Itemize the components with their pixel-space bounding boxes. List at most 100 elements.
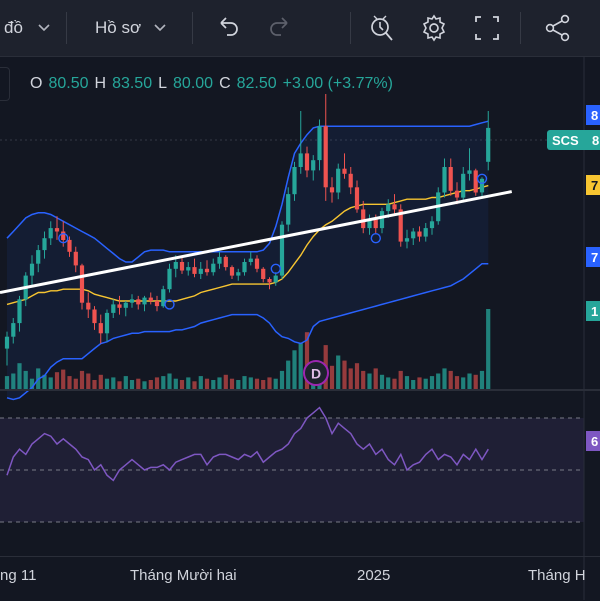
candle-body	[236, 272, 241, 276]
time-label-feb: Tháng H	[528, 567, 586, 584]
candle	[461, 167, 466, 203]
markers-layer	[58, 173, 488, 310]
volume-bar	[61, 369, 66, 389]
chart-type-dropdown[interactable]: đồ	[4, 8, 51, 48]
candle	[442, 158, 447, 198]
candle	[336, 163, 341, 200]
candle-body	[186, 267, 191, 271]
candle	[198, 262, 203, 279]
candle-body	[354, 187, 360, 210]
symbol-price-badge: 8	[588, 130, 600, 150]
profile-dropdown[interactable]: Hồ sơ	[95, 8, 167, 48]
event-marker[interactable]	[476, 173, 488, 185]
rsi-value: 6	[591, 433, 599, 449]
candle	[404, 229, 410, 249]
candle-body	[92, 309, 97, 324]
redo-icon[interactable]	[268, 8, 292, 48]
candle	[154, 295, 160, 312]
volume-bar	[423, 378, 428, 389]
volume-bar	[417, 377, 422, 389]
volume-bar	[186, 377, 191, 389]
volume-bar	[473, 374, 478, 389]
candle-body	[148, 297, 153, 301]
ma-price: 7	[591, 177, 599, 193]
top-toolbar: đồ Hồ sơ	[0, 0, 600, 57]
volume-bar	[198, 376, 203, 389]
candle	[311, 155, 316, 181]
price-chart[interactable]: D	[0, 56, 600, 600]
candle	[261, 267, 266, 283]
undo-icon[interactable]	[216, 8, 240, 48]
volume-bar	[342, 360, 347, 389]
alert-icon[interactable]	[368, 8, 396, 48]
candle	[79, 263, 85, 310]
gear-icon[interactable]	[420, 8, 448, 48]
event-marker[interactable]	[270, 263, 281, 275]
close-value: 82.50	[236, 75, 277, 92]
candle-body	[136, 299, 141, 305]
volume-bar	[129, 380, 135, 389]
candle	[329, 177, 335, 203]
volume-bar	[42, 374, 47, 389]
candle-body	[267, 279, 272, 283]
share-icon[interactable]	[544, 8, 572, 48]
candle-body	[254, 258, 260, 269]
chevron-down-icon	[154, 24, 166, 32]
time-label-dec: Tháng Mười hai	[130, 567, 237, 584]
candle-body	[342, 168, 347, 174]
candle-body	[348, 173, 353, 188]
candle-body	[11, 323, 16, 337]
candle-body	[467, 170, 472, 174]
volume-bar	[17, 363, 22, 389]
legend-toggle[interactable]	[0, 67, 10, 101]
candle-body	[429, 221, 435, 229]
candle-body	[67, 239, 72, 252]
candle-body	[404, 238, 410, 242]
dividend-marker[interactable]: D	[303, 360, 329, 386]
candle-body	[479, 178, 485, 193]
candle	[392, 194, 397, 215]
candle	[417, 226, 422, 242]
candle	[142, 295, 147, 312]
volume-value: 1	[591, 303, 599, 319]
toolbar-divider	[66, 12, 67, 44]
candle-body	[442, 167, 447, 193]
trendline[interactable]	[0, 190, 513, 295]
toolbar-divider	[350, 12, 351, 44]
volume-bar	[329, 365, 335, 389]
candle	[354, 180, 360, 213]
volume-bar	[23, 370, 28, 389]
volume-bar	[236, 380, 241, 389]
event-marker[interactable]	[164, 299, 175, 310]
bollinger-lower-line	[6, 262, 489, 401]
candle-body	[379, 211, 385, 229]
candle	[479, 177, 485, 198]
candle	[248, 251, 253, 266]
fullscreen-icon[interactable]	[473, 8, 501, 48]
low-value: 80.00	[173, 75, 214, 92]
volume-bar	[404, 376, 410, 389]
candle	[473, 168, 478, 196]
dividend-marker-label: D	[311, 366, 321, 382]
volume-bar	[479, 370, 485, 389]
volume-bar	[136, 378, 141, 389]
volume-bar	[279, 370, 285, 389]
candle-body	[36, 250, 41, 264]
volume-bar	[486, 309, 491, 389]
candle-body	[4, 336, 10, 349]
volume-bar	[4, 376, 10, 389]
event-marker[interactable]	[58, 232, 69, 244]
volume-bar	[367, 373, 372, 389]
candle	[242, 258, 247, 276]
event-marker[interactable]	[370, 232, 381, 244]
candle-body	[273, 275, 278, 283]
lower-band-price: 7	[591, 249, 599, 265]
volume-bar	[54, 372, 60, 389]
candle-body	[161, 289, 166, 307]
candle	[279, 221, 285, 279]
volume-bar	[79, 370, 85, 389]
volume-bar	[111, 377, 116, 389]
candle	[86, 292, 91, 318]
time-label-nov: ng 11	[0, 567, 37, 584]
candle	[236, 268, 241, 281]
